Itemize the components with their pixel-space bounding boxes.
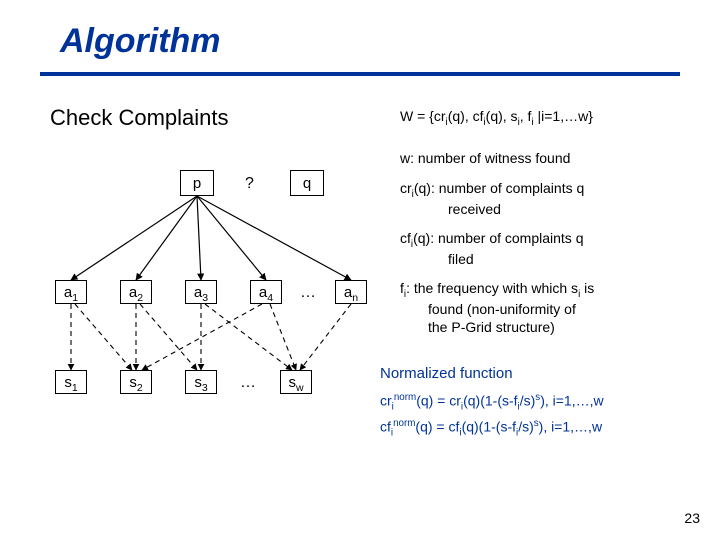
- node-q: q: [290, 170, 324, 196]
- node-an: an: [335, 280, 367, 304]
- a-ellipsis: …: [300, 284, 316, 302]
- node-question: ?: [245, 175, 254, 193]
- normalized-cf: cfinorm(q) = cfi(q)(1-(s-fi/s)s), i=1,…,…: [380, 418, 602, 438]
- diagram-edges: [0, 0, 720, 540]
- node-sw: sw: [280, 370, 312, 394]
- def-cr: cri(q): number of complaints qreceived: [400, 180, 584, 219]
- def-w: w: number of witness found: [400, 150, 570, 168]
- node-s2: s2: [120, 370, 152, 394]
- section-subtitle: Check Complaints: [50, 105, 229, 131]
- node-p: p: [180, 170, 214, 196]
- def-f: fi: the frequency with which si isfound …: [400, 280, 594, 336]
- node-a4: a4: [250, 280, 282, 304]
- def-W-set: W = {cri(q), cfi(q), si, fi |i=1,…w}: [400, 108, 593, 129]
- title-rule: [40, 72, 680, 76]
- page-title: Algorithm: [60, 22, 221, 61]
- node-s3: s3: [185, 370, 217, 394]
- node-s1: s1: [55, 370, 87, 394]
- s-ellipsis: …: [240, 374, 256, 392]
- def-cf: cfi(q): number of complaints qfiled: [400, 230, 583, 269]
- page-number: 23: [684, 510, 700, 526]
- node-a1: a1: [55, 280, 87, 304]
- node-a2: a2: [120, 280, 152, 304]
- node-a3: a3: [185, 280, 217, 304]
- normalized-header: Normalized function: [380, 365, 513, 382]
- normalized-cr: crinorm(q) = cri(q)(1-(s-fi/s)s), i=1,…,…: [380, 392, 604, 412]
